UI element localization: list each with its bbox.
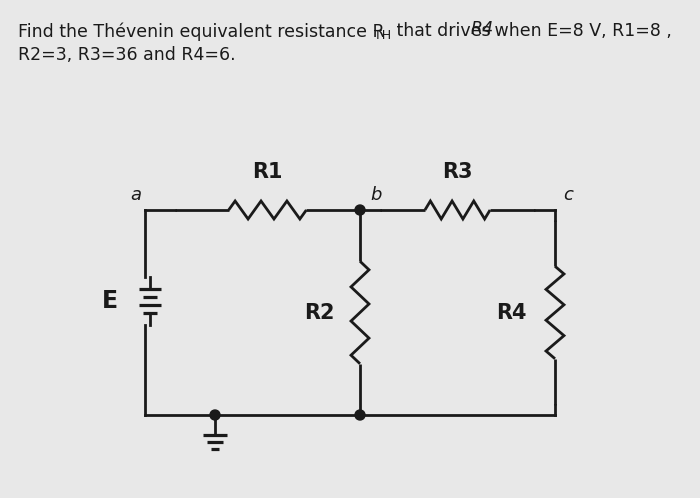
- Text: b: b: [370, 186, 382, 204]
- Circle shape: [355, 410, 365, 420]
- Text: TH: TH: [374, 29, 391, 42]
- Text: R1: R1: [252, 162, 283, 182]
- Text: R2: R2: [304, 302, 335, 323]
- Text: R4: R4: [471, 20, 494, 38]
- Text: c: c: [563, 186, 573, 204]
- Text: R2=3, R3=36 and R4=6.: R2=3, R3=36 and R4=6.: [18, 46, 236, 64]
- Text: a: a: [130, 186, 141, 204]
- Text: when E=8 V, R1=8 ,: when E=8 V, R1=8 ,: [489, 22, 672, 40]
- Text: Find the Thévenin equivalent resistance R: Find the Thévenin equivalent resistance …: [18, 22, 384, 40]
- Text: R4: R4: [496, 302, 527, 323]
- Circle shape: [210, 410, 220, 420]
- Text: E: E: [102, 289, 118, 313]
- Circle shape: [355, 205, 365, 215]
- Text: R3: R3: [442, 162, 472, 182]
- Text: that drives: that drives: [391, 22, 496, 40]
